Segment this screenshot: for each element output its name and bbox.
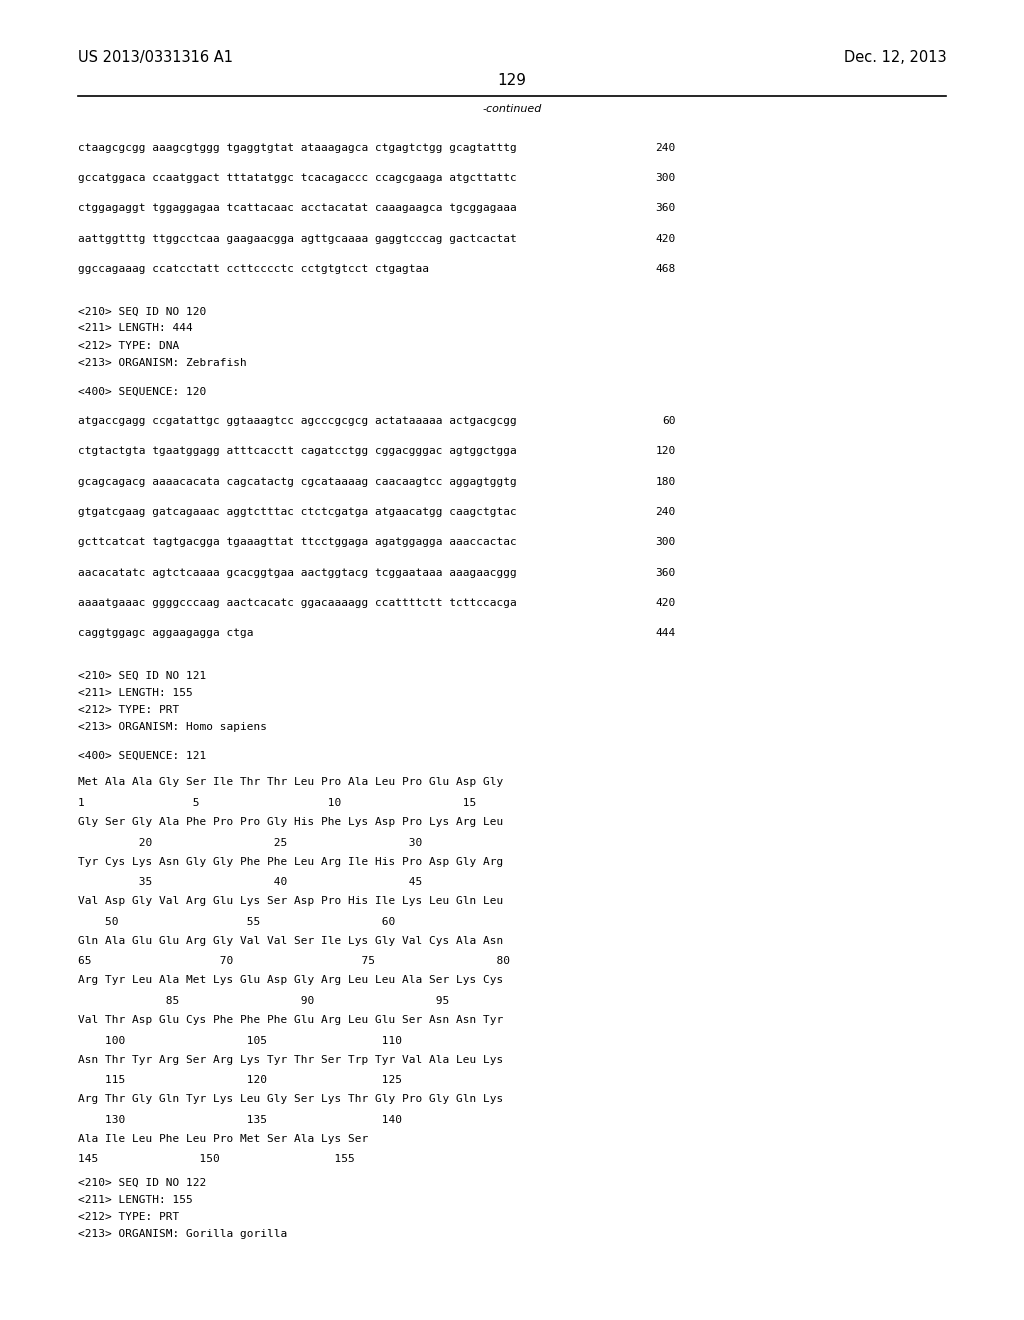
Text: 300: 300 [655,173,676,183]
Text: <211> LENGTH: 155: <211> LENGTH: 155 [78,1195,193,1205]
Text: 1                5                   10                  15: 1 5 10 15 [78,797,476,808]
Text: Gln Ala Glu Glu Arg Gly Val Val Ser Ile Lys Gly Val Cys Ala Asn: Gln Ala Glu Glu Arg Gly Val Val Ser Ile … [78,936,503,946]
Text: gcttcatcat tagtgacgga tgaaagttat ttcctggaga agatggagga aaaccactac: gcttcatcat tagtgacgga tgaaagttat ttcctgg… [78,537,516,548]
Text: ggccagaaag ccatcctatt ccttcccctc cctgtgtcct ctgagtaa: ggccagaaag ccatcctatt ccttcccctc cctgtgt… [78,264,429,275]
Text: Ala Ile Leu Phe Leu Pro Met Ser Ala Lys Ser: Ala Ile Leu Phe Leu Pro Met Ser Ala Lys … [78,1134,368,1144]
Text: <210> SEQ ID NO 121: <210> SEQ ID NO 121 [78,671,206,681]
Text: Val Thr Asp Glu Cys Phe Phe Phe Glu Arg Leu Glu Ser Asn Asn Tyr: Val Thr Asp Glu Cys Phe Phe Phe Glu Arg … [78,1015,503,1026]
Text: <213> ORGANISM: Gorilla gorilla: <213> ORGANISM: Gorilla gorilla [78,1229,287,1239]
Text: 360: 360 [655,203,676,214]
Text: atgaccgagg ccgatattgc ggtaaagtcc agcccgcgcg actataaaaa actgacgcgg: atgaccgagg ccgatattgc ggtaaagtcc agcccgc… [78,416,516,426]
Text: 60: 60 [663,416,676,426]
Text: Tyr Cys Lys Asn Gly Gly Phe Phe Leu Arg Ile His Pro Asp Gly Arg: Tyr Cys Lys Asn Gly Gly Phe Phe Leu Arg … [78,857,503,867]
Text: 420: 420 [655,234,676,244]
Text: Val Asp Gly Val Arg Glu Lys Ser Asp Pro His Ile Lys Leu Gln Leu: Val Asp Gly Val Arg Glu Lys Ser Asp Pro … [78,896,503,907]
Text: 129: 129 [498,73,526,87]
Text: Dec. 12, 2013: Dec. 12, 2013 [844,50,946,65]
Text: 85                  90                  95: 85 90 95 [78,995,450,1006]
Text: 35                  40                  45: 35 40 45 [78,878,422,887]
Text: 420: 420 [655,598,676,609]
Text: Gly Ser Gly Ala Phe Pro Pro Gly His Phe Lys Asp Pro Lys Arg Leu: Gly Ser Gly Ala Phe Pro Pro Gly His Phe … [78,817,503,828]
Text: <211> LENGTH: 155: <211> LENGTH: 155 [78,688,193,698]
Text: <213> ORGANISM: Homo sapiens: <213> ORGANISM: Homo sapiens [78,722,267,733]
Text: <212> TYPE: PRT: <212> TYPE: PRT [78,705,179,715]
Text: 240: 240 [655,143,676,153]
Text: 240: 240 [655,507,676,517]
Text: 145               150                 155: 145 150 155 [78,1154,354,1164]
Text: 180: 180 [655,477,676,487]
Text: Met Ala Ala Gly Ser Ile Thr Thr Leu Pro Ala Leu Pro Glu Asp Gly: Met Ala Ala Gly Ser Ile Thr Thr Leu Pro … [78,777,503,788]
Text: 444: 444 [655,628,676,639]
Text: ctgtactgta tgaatggagg atttcacctt cagatcctgg cggacgggac agtggctgga: ctgtactgta tgaatggagg atttcacctt cagatcc… [78,446,516,457]
Text: <400> SEQUENCE: 120: <400> SEQUENCE: 120 [78,387,206,397]
Text: 130                  135                 140: 130 135 140 [78,1114,401,1125]
Text: 300: 300 [655,537,676,548]
Text: <213> ORGANISM: Zebrafish: <213> ORGANISM: Zebrafish [78,358,247,368]
Text: 468: 468 [655,264,676,275]
Text: aattggtttg ttggcctcaa gaagaacgga agttgcaaaa gaggtcccag gactcactat: aattggtttg ttggcctcaa gaagaacgga agttgca… [78,234,516,244]
Text: 360: 360 [655,568,676,578]
Text: <212> TYPE: PRT: <212> TYPE: PRT [78,1212,179,1222]
Text: Arg Tyr Leu Ala Met Lys Glu Asp Gly Arg Leu Leu Ala Ser Lys Cys: Arg Tyr Leu Ala Met Lys Glu Asp Gly Arg … [78,975,503,986]
Text: 100                  105                 110: 100 105 110 [78,1035,401,1045]
Text: 65                   70                   75                  80: 65 70 75 80 [78,956,510,966]
Text: ctaagcgcgg aaagcgtggg tgaggtgtat ataaagagca ctgagtctgg gcagtatttg: ctaagcgcgg aaagcgtggg tgaggtgtat ataaaga… [78,143,516,153]
Text: gtgatcgaag gatcagaaac aggtctttac ctctcgatga atgaacatgg caagctgtac: gtgatcgaag gatcagaaac aggtctttac ctctcga… [78,507,516,517]
Text: aaaatgaaac ggggcccaag aactcacatc ggacaaaagg ccattttctt tcttccacga: aaaatgaaac ggggcccaag aactcacatc ggacaaa… [78,598,516,609]
Text: -continued: -continued [482,104,542,115]
Text: <400> SEQUENCE: 121: <400> SEQUENCE: 121 [78,751,206,762]
Text: <210> SEQ ID NO 122: <210> SEQ ID NO 122 [78,1177,206,1188]
Text: Asn Thr Tyr Arg Ser Arg Lys Tyr Thr Ser Trp Tyr Val Ala Leu Lys: Asn Thr Tyr Arg Ser Arg Lys Tyr Thr Ser … [78,1055,503,1065]
Text: aacacatatc agtctcaaaa gcacggtgaa aactggtacg tcggaataaa aaagaacggg: aacacatatc agtctcaaaa gcacggtgaa aactggt… [78,568,516,578]
Text: gccatggaca ccaatggact tttatatggc tcacagaccc ccagcgaaga atgcttattc: gccatggaca ccaatggact tttatatggc tcacaga… [78,173,516,183]
Text: 20                  25                  30: 20 25 30 [78,838,422,847]
Text: <212> TYPE: DNA: <212> TYPE: DNA [78,341,179,351]
Text: Arg Thr Gly Gln Tyr Lys Leu Gly Ser Lys Thr Gly Pro Gly Gln Lys: Arg Thr Gly Gln Tyr Lys Leu Gly Ser Lys … [78,1094,503,1105]
Text: gcagcagacg aaaacacata cagcatactg cgcataaaag caacaagtcc aggagtggtg: gcagcagacg aaaacacata cagcatactg cgcataa… [78,477,516,487]
Text: US 2013/0331316 A1: US 2013/0331316 A1 [78,50,232,65]
Text: 50                   55                  60: 50 55 60 [78,916,395,927]
Text: 120: 120 [655,446,676,457]
Text: <211> LENGTH: 444: <211> LENGTH: 444 [78,323,193,334]
Text: 115                  120                 125: 115 120 125 [78,1074,401,1085]
Text: <210> SEQ ID NO 120: <210> SEQ ID NO 120 [78,306,206,317]
Text: caggtggagc aggaagagga ctga: caggtggagc aggaagagga ctga [78,628,253,639]
Text: ctggagaggt tggaggagaa tcattacaac acctacatat caaagaagca tgcggagaaa: ctggagaggt tggaggagaa tcattacaac acctaca… [78,203,516,214]
